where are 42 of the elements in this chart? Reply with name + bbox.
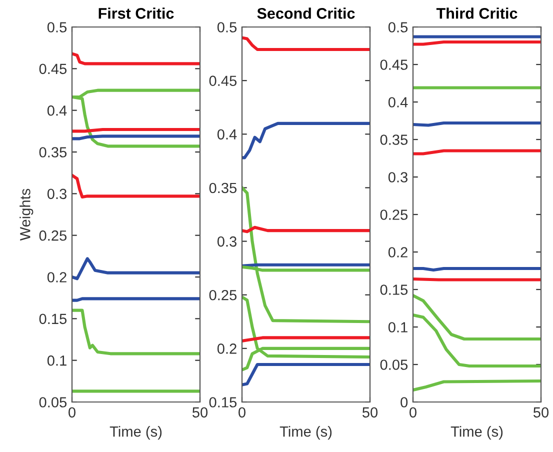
y-tick-label: 0.3 (388, 172, 408, 182)
x-axis-title: Time (s) (280, 426, 332, 440)
x-tick-label: 0 (68, 407, 76, 418)
chart-title: Third Critic (436, 8, 518, 19)
y-tick-label: 0.1 (47, 355, 66, 366)
y-tick-label: 0.35 (209, 182, 237, 194)
y-tick-label: 0.5 (388, 22, 408, 32)
y-tick-label: 0.15 (209, 397, 237, 408)
y-tick-label: 0.25 (209, 290, 237, 300)
y-tick-label: 0.15 (380, 284, 408, 295)
x-tick-label: 50 (362, 407, 378, 418)
y-tick-label: 0.25 (39, 230, 67, 241)
y-tick-label: 0.45 (39, 64, 67, 74)
x-tick-label: 0 (410, 407, 416, 418)
y-tick-label: 0.4 (388, 97, 408, 108)
y-tick-label: 0.35 (39, 147, 67, 158)
y-tick-label: 0.2 (388, 247, 408, 258)
y-tick-label: 0 (400, 397, 408, 408)
y-tick-label: 0.05 (380, 360, 408, 370)
y-tick-label: 0.45 (380, 60, 408, 70)
x-axis-title: Time (s) (110, 426, 162, 440)
chart-title: Second Critic (257, 8, 355, 19)
y-tick-label: 0.4 (217, 129, 237, 140)
x-tick-label: 50 (192, 407, 208, 418)
y-tick-label: 0.35 (380, 134, 408, 145)
y-axis-title: Weights (20, 188, 34, 241)
x-tick-label: 0 (238, 407, 246, 418)
y-tick-label: 0.05 (39, 397, 67, 408)
y-tick-label: 0.45 (209, 76, 237, 86)
chart-title: First Critic (98, 8, 174, 19)
y-tick-label: 0.3 (47, 188, 66, 200)
y-tick-label: 0.4 (47, 105, 67, 116)
y-tick-label: 0.2 (217, 344, 236, 354)
y-tick-label: 0.2 (47, 272, 66, 282)
y-tick-label: 0.5 (47, 22, 67, 32)
y-tick-label: 0.25 (380, 210, 408, 220)
x-tick-label: 50 (533, 407, 549, 418)
y-tick-label: 0.15 (39, 314, 67, 324)
y-tick-label: 0.1 (388, 322, 408, 332)
x-axis-title: Time (s) (450, 426, 503, 440)
y-tick-label: 0.3 (217, 236, 236, 247)
y-tick-label: 0.5 (217, 22, 237, 32)
